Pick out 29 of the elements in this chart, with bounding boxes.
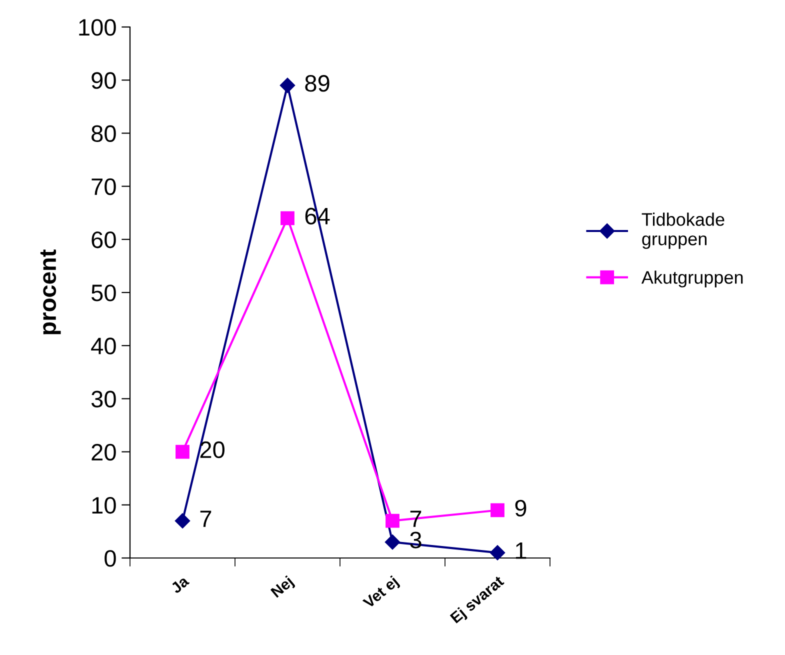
point (386, 514, 400, 528)
data-label: 7 (200, 510, 212, 527)
point (174, 513, 190, 528)
data-label: 20 (200, 441, 225, 458)
y-tick-label: 0 (104, 550, 116, 567)
point (384, 534, 400, 550)
y-tick-label: 40 (91, 338, 116, 354)
y-tick-label: 60 (92, 231, 116, 248)
y-tick-label: 100 (79, 19, 116, 36)
y-tick-label: 80 (92, 125, 116, 142)
y-tick-label: 50 (91, 284, 116, 302)
data-label: 9 (515, 500, 526, 517)
y-axis-title: procent (40, 249, 61, 334)
y-tick-label: 20 (92, 444, 116, 461)
y-tick-label: 70 (92, 178, 116, 196)
y-tick-label: 30 (91, 390, 116, 408)
point (176, 444, 190, 459)
x-tick-label: Vet ej (362, 575, 401, 612)
y-tick-label: 10 (92, 496, 116, 514)
point (280, 211, 294, 226)
point (490, 503, 504, 518)
legend-label: Tidbokade gruppen (642, 212, 724, 249)
point (490, 545, 506, 560)
data-label: 89 (305, 75, 330, 92)
legend-label: Akutgruppen (641, 270, 743, 288)
x-tick-label: Ja (170, 575, 190, 594)
point (280, 78, 296, 93)
y-tick-label: 90 (92, 72, 116, 89)
x-tick-label: Nej (270, 575, 296, 600)
